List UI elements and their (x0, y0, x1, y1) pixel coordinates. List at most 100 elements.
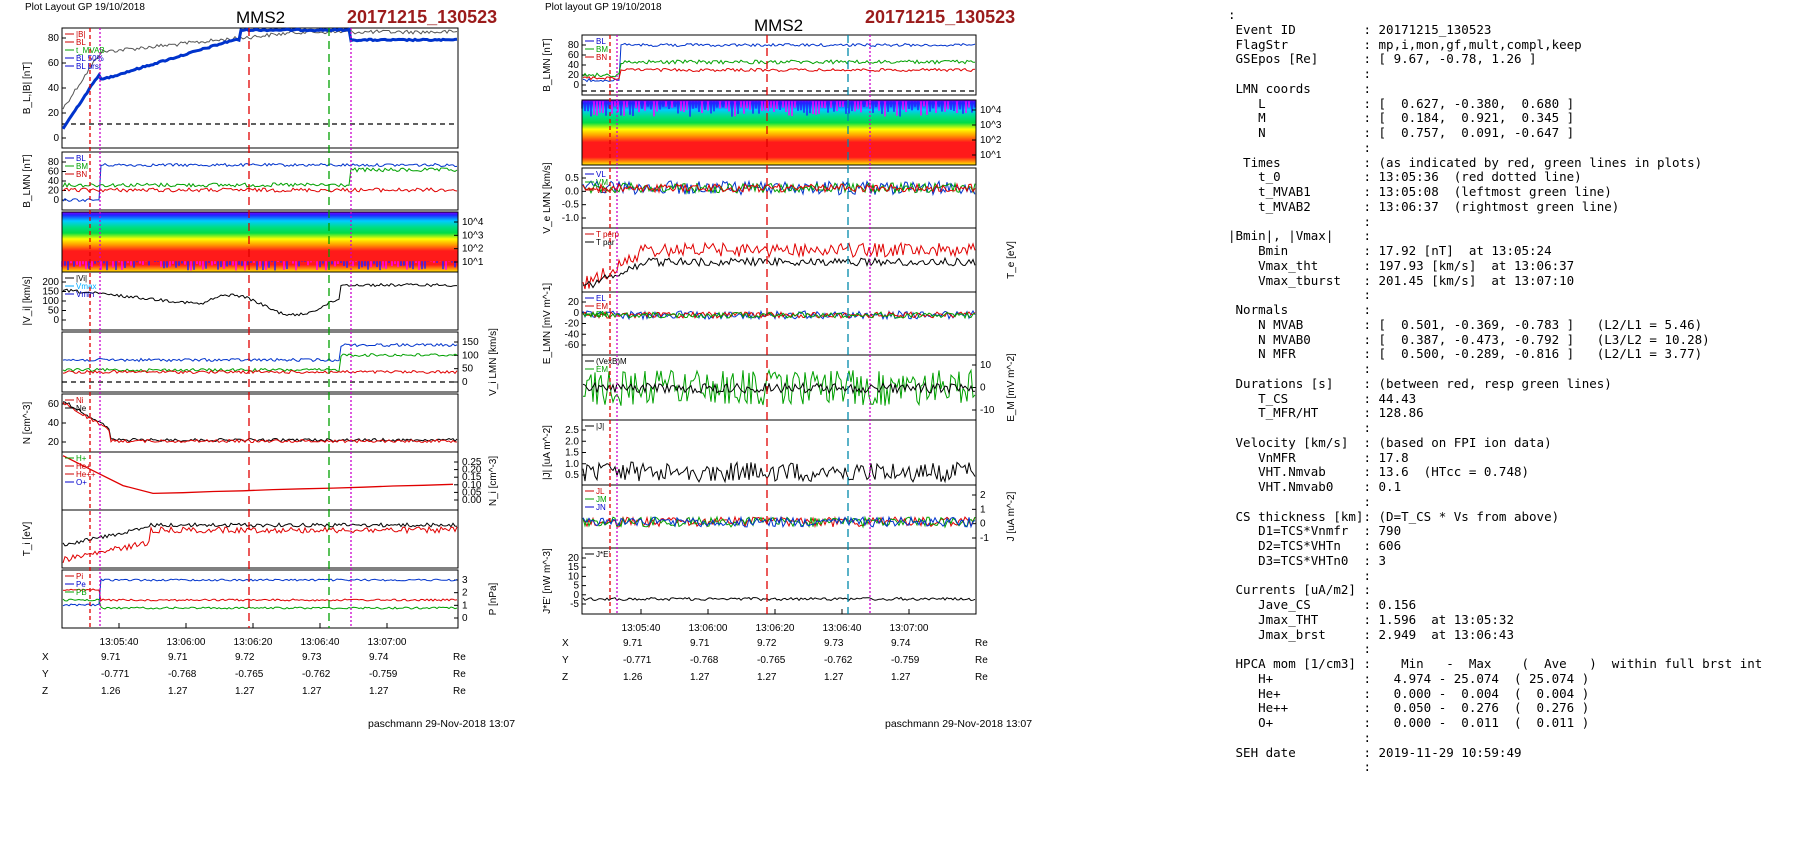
y-tick-label-right: 0.25 (462, 457, 482, 468)
event-info-panel: : Event ID : 20171215_130523 FlagStr : m… (1228, 7, 1763, 775)
y-tick-label: 40 (48, 176, 60, 187)
time-tick-label: 13:06:20 (756, 623, 795, 634)
middle-footer: paschmann 29-Nov-2018 13:07 (885, 718, 1033, 730)
y-tick-label-right: 50 (462, 364, 474, 375)
y-tick-label-right: 0.00 (462, 495, 482, 506)
legend-entry: JM (596, 495, 607, 504)
time-tick-label: 13:06:20 (234, 637, 273, 648)
y-tick-label: 0 (53, 315, 59, 326)
trace-J (582, 461, 976, 484)
coord-unit: Re (453, 652, 466, 663)
coord-value: 9.72 (757, 638, 777, 649)
left-event-label: 20171215_130523 (347, 7, 498, 27)
legend-entry: (VexB)M (596, 357, 627, 366)
time-tick-label: 13:07:00 (890, 623, 929, 634)
legend-entry: JL (596, 487, 605, 496)
y-tick-label-right: 0 (462, 377, 468, 388)
y-tick-label: -20 (565, 319, 580, 330)
left-spacecraft-title: MMS2 (236, 8, 286, 27)
coord-value: 1.27 (690, 672, 710, 683)
legend-entry: |Vi| (76, 274, 87, 283)
y-axis-label: J*E' [nW m^-3] (542, 548, 553, 614)
y-tick-label: 0.5 (565, 173, 579, 184)
legend-entry: Vmin (76, 290, 94, 299)
y-tick-label: 0.0 (565, 186, 579, 197)
coord-unit: Re (453, 686, 466, 697)
legend-entry: He++ (76, 470, 96, 479)
y-tick-label-right: 10^1 (462, 257, 484, 268)
coord-value: 9.74 (369, 652, 389, 663)
y-tick-label-right: 0 (980, 519, 986, 530)
y-axis-label: |J| [uA m^-2] (542, 425, 553, 480)
trace-EN (582, 311, 976, 320)
trace-Tpar (582, 256, 976, 289)
coord-row-label: Z (562, 672, 569, 683)
y-tick-label: 20 (568, 553, 580, 564)
y-tick-label-right: 100 (462, 350, 479, 361)
y-tick-label: 50 (48, 306, 60, 317)
trace-BM (62, 167, 458, 188)
coord-row-label: Y (562, 655, 569, 666)
trace-BM (582, 59, 976, 78)
time-tick-label: 13:06:00 (167, 637, 206, 648)
trace-Tperp (62, 522, 458, 547)
y-axis-label: E_M [mV m^-2] (1006, 353, 1017, 422)
y-tick-label-right: 1 (462, 600, 468, 611)
coord-value: 1.27 (369, 686, 389, 697)
legend-entry: |B| (76, 30, 86, 39)
legend-entry: BL (76, 38, 86, 47)
legend-entry: BL (596, 37, 606, 46)
y-tick-label-right: 10 (980, 360, 992, 371)
spectrogram (582, 100, 976, 165)
y-tick-label-right: 0.10 (462, 480, 482, 491)
y-axis-label: B_LMN [nT] (542, 38, 553, 92)
coord-value: -0.762 (824, 655, 853, 666)
legend-entry: |J| (596, 422, 604, 431)
panel-frame (61, 393, 459, 453)
y-tick-label-right: 2 (462, 588, 468, 599)
left-panel-3: 10^4 10^3 10^2 10^1 (61, 211, 484, 273)
y-tick-label-right: 10^4 (980, 105, 1002, 116)
left-footer: paschmann 29-Nov-2018 13:07 (368, 718, 516, 730)
legend-entry: BM (596, 45, 608, 54)
y-tick-label-right: 1 (980, 504, 986, 515)
y-tick-label-right: -10 (980, 405, 995, 416)
y-tick-label-right: 10^2 (462, 244, 484, 255)
y-tick-label: 40 (568, 60, 580, 71)
trace-Tperp (582, 241, 976, 290)
y-tick-label: 15 (568, 562, 580, 573)
coord-value: 1.27 (891, 672, 911, 683)
y-tick-label-right: -1 (980, 533, 989, 544)
left-panel-5: 150 100 50 0 V_i LMN [km/s] (61, 328, 499, 396)
legend-entry: Vmax (76, 282, 96, 291)
trace-BL (61, 27, 458, 130)
trace-JE (582, 596, 976, 602)
y-tick-label: 0 (573, 80, 579, 91)
legend-entry: He+ (76, 462, 91, 471)
coord-value: -0.759 (891, 655, 920, 666)
legend-entry: PB (76, 588, 87, 597)
y-tick-label: -60 (565, 340, 580, 351)
panel-frame (61, 451, 459, 511)
coord-unit: Re (975, 672, 988, 683)
coord-unit: Re (975, 638, 988, 649)
y-axis-label: N [cm^-3] (22, 402, 33, 445)
legend-entry: T par (596, 238, 615, 247)
middle-plot-caption: Plot layout GP 19/10/2018 (545, 2, 662, 13)
trace-BL (62, 162, 458, 203)
y-tick-label: 0.5 (565, 470, 579, 481)
y-tick-label: 20 (48, 437, 60, 448)
coord-value: 9.73 (824, 638, 844, 649)
time-tick-label: 13:05:40 (622, 623, 661, 634)
y-tick-label: 1.0 (565, 459, 579, 470)
middle-panel-2: 10^4 10^3 10^2 10^1 (581, 99, 1002, 166)
y-tick-label: 60 (568, 50, 580, 61)
coord-value: -0.768 (168, 669, 197, 680)
trace-Tpar (62, 525, 458, 563)
